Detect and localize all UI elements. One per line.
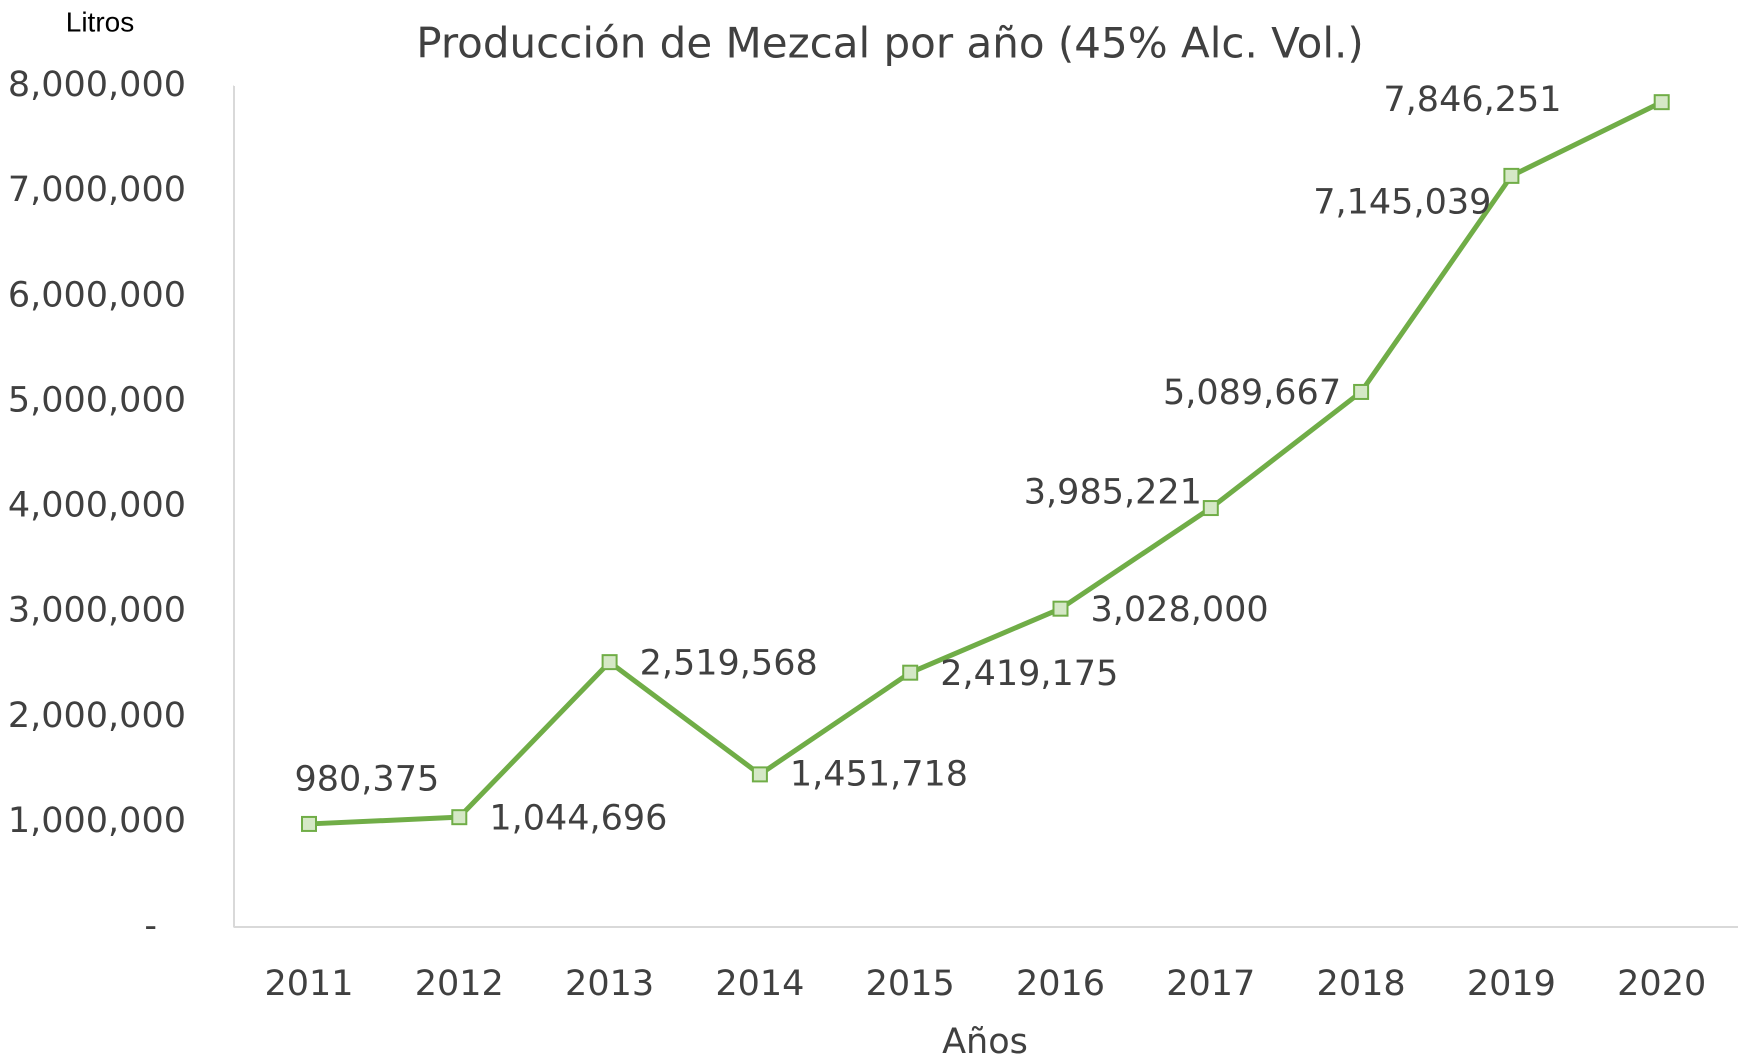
y-tick-label: 6,000,000 <box>8 275 186 315</box>
data-label: 7,846,251 <box>1383 80 1561 120</box>
marker <box>301 815 317 832</box>
x-tick-label: 2017 <box>1166 964 1255 1004</box>
data-label: 980,375 <box>295 760 440 800</box>
y-tick-label: 4,000,000 <box>8 486 186 526</box>
x-tick-label: 2012 <box>415 964 504 1004</box>
y-tick-label: 3,000,000 <box>8 591 186 631</box>
data-label: 1,044,696 <box>489 798 667 838</box>
y-axis-title: Litros <box>66 6 134 37</box>
marker <box>601 654 618 671</box>
data-label: 7,145,039 <box>1313 183 1491 223</box>
x-axis-title: Años <box>942 1022 1028 1062</box>
y-tick-label: 1,000,000 <box>8 801 186 841</box>
marker <box>1052 600 1069 617</box>
x-tick-label: 2014 <box>715 964 804 1004</box>
line <box>308 99 1663 827</box>
data-label: 5,089,667 <box>1163 373 1341 413</box>
x-tick-label: 2013 <box>565 964 654 1004</box>
x-tick-label: 2016 <box>1016 964 1105 1004</box>
y-tick-label: - <box>144 906 157 946</box>
y-tick-label: 8,000,000 <box>8 65 186 105</box>
data-label: 3,985,221 <box>1024 473 1202 513</box>
y-tick-label: 2,000,000 <box>8 696 186 736</box>
data-label: 2,419,175 <box>940 654 1118 694</box>
data-label: 1,451,718 <box>790 755 968 795</box>
y-tick-label: 7,000,000 <box>8 170 186 210</box>
data-label: 2,519,568 <box>640 643 818 683</box>
chart-title: Producción de Mezcal por año (45% Alc. V… <box>416 19 1363 68</box>
marker <box>451 809 468 826</box>
marker <box>751 766 768 783</box>
marker <box>1503 167 1520 184</box>
x-tick-label: 2015 <box>866 964 955 1004</box>
data-label: 3,028,000 <box>1091 590 1269 630</box>
x-tick-label: 2020 <box>1617 964 1706 1004</box>
marker <box>902 664 919 681</box>
x-tick-label: 2011 <box>264 964 353 1004</box>
marker <box>1202 500 1219 517</box>
marker <box>1353 383 1370 400</box>
x-tick-label: 2019 <box>1467 964 1556 1004</box>
y-tick-label: 5,000,000 <box>8 380 186 420</box>
marker <box>1653 94 1670 111</box>
x-tick-label: 2018 <box>1317 964 1406 1004</box>
